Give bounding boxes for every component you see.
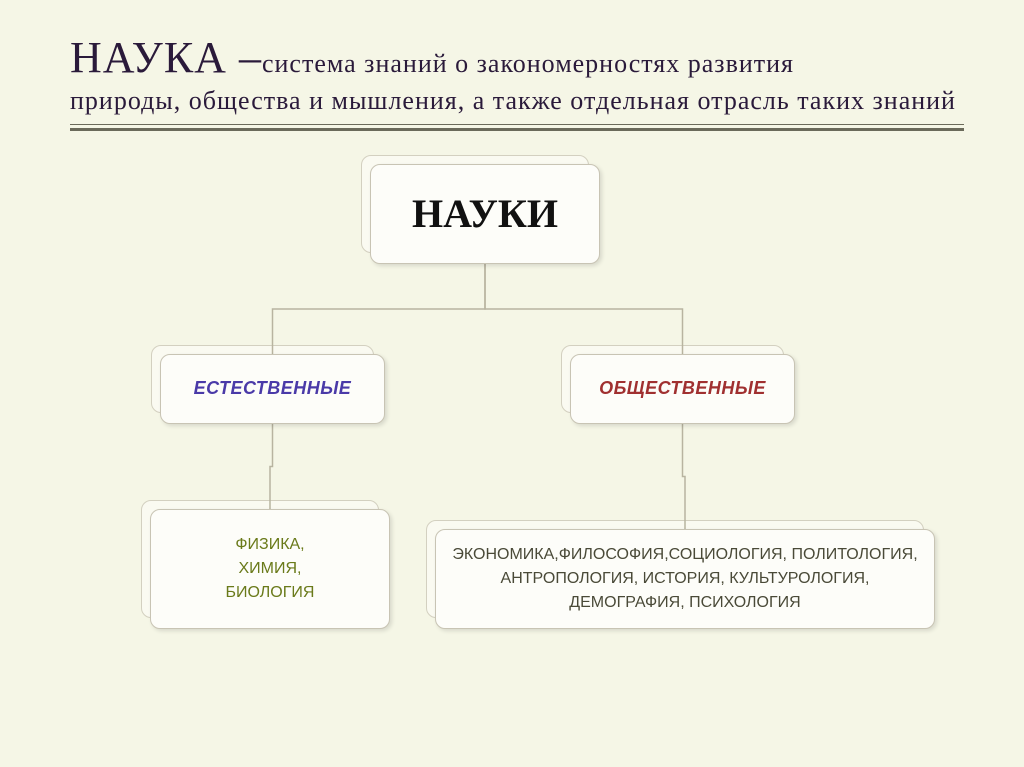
- category-node-natural-label: ЕСТЕСТВЕННЫЕ: [194, 378, 352, 399]
- category-node-natural: ЕСТЕСТВЕННЫЕ: [160, 354, 385, 424]
- page-title: НАУКА –система знаний о закономерностях …: [70, 30, 964, 118]
- leaf-node-natural-label: ФИЗИКА, ХИМИЯ, БИОЛОГИЯ: [226, 533, 315, 605]
- hierarchy-tree: НАУКИ ЕСТЕСТВЕННЫЕ ФИЗИКА, ХИМИЯ, БИОЛОГИЯ…: [70, 134, 964, 674]
- root-node: НАУКИ: [370, 164, 600, 264]
- category-node-social-label: ОБЩЕСТВЕННЫЕ: [599, 378, 766, 399]
- underline-thin: [70, 124, 964, 125]
- leaf-node-natural: ФИЗИКА, ХИМИЯ, БИОЛОГИЯ: [150, 509, 390, 629]
- title-sub-line1: система знаний о закономерностях развити…: [262, 49, 794, 78]
- category-node-social: ОБЩЕСТВЕННЫЕ: [570, 354, 795, 424]
- slide: НАУКА –система знаний о закономерностях …: [0, 0, 1024, 767]
- underline-thick: [70, 128, 964, 131]
- heading-underline: [70, 124, 964, 134]
- root-node-label: НАУКИ: [412, 190, 558, 237]
- leaf-node-social: ЭКОНОМИКА,ФИЛОСОФИЯ,СОЦИОЛОГИЯ, ПОЛИТОЛО…: [435, 529, 935, 629]
- title-sub-line2: природы, общества и мышления, а также от…: [70, 86, 956, 115]
- title-main: НАУКА –: [70, 33, 262, 82]
- leaf-node-social-label: ЭКОНОМИКА,ФИЛОСОФИЯ,СОЦИОЛОГИЯ, ПОЛИТОЛО…: [444, 543, 926, 615]
